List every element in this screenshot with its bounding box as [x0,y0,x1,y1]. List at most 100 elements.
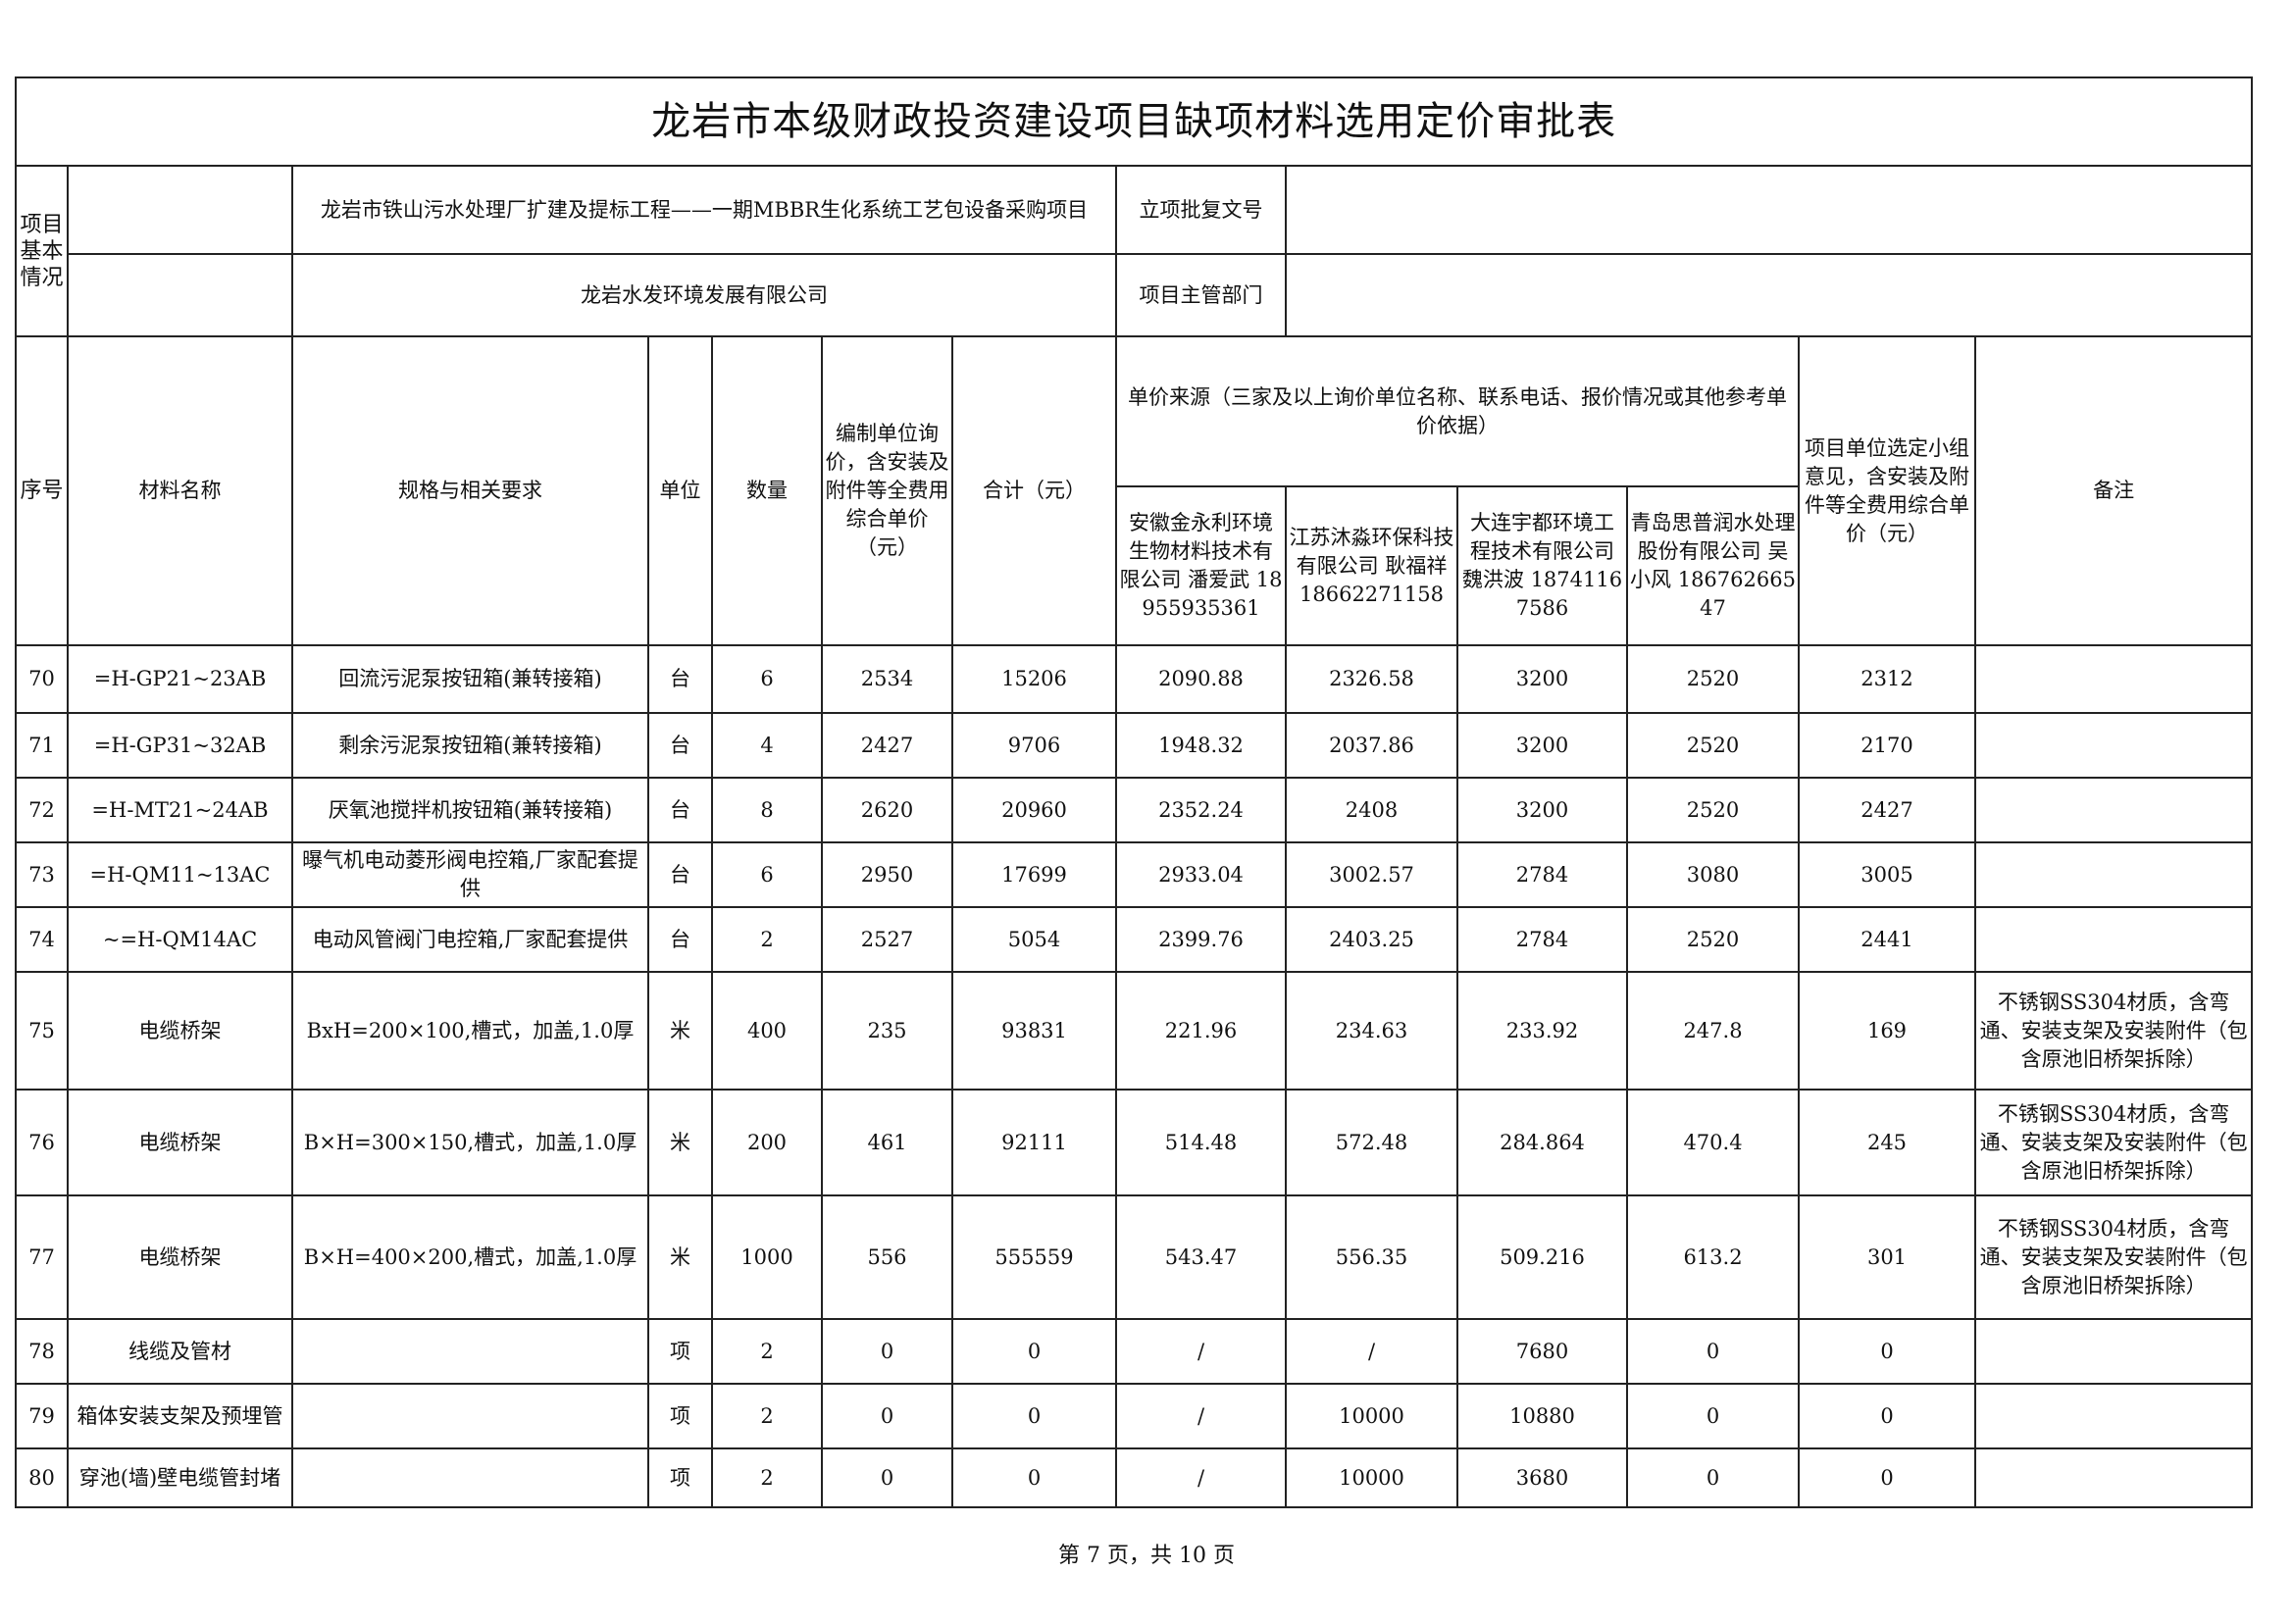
cell-qty: 1000 [711,1194,823,1320]
cell-spec [291,1447,649,1508]
cell-qty: 6 [711,644,823,714]
header-source: 单价来源（三家及以上询价单位名称、联系电话、报价情况或其他参考单价依据） [1115,335,1800,487]
cell-remark [1973,712,2254,779]
cell-qty: 2 [711,906,823,973]
approval-table: 龙岩市本级财政投资建设项目缺项材料选用定价审批表 项目基本情况 龙岩市铁山污水处… [14,76,2254,1508]
cell-seq: 75 [15,971,69,1091]
cell-seq: 71 [15,712,69,779]
cell-s3: 2784 [1456,906,1628,973]
cell-spec: BxH=200×100,槽式，加盖,1.0厚 [291,971,649,1091]
cell-remark: 不锈钢SS304材质，含弯通、安装支架及安装附件（包含原池旧桥架拆除） [1973,1194,2254,1320]
cell-total: 9706 [951,712,1117,779]
cell-total: 93831 [951,971,1117,1091]
header-supplier-3: 大连宇都环境工程技术有限公司 魏洪波 18741167586 [1456,485,1628,646]
cell-s3: 3200 [1456,712,1628,779]
cell-seq: 72 [15,777,69,843]
cell-s3: 7680 [1456,1318,1628,1385]
cell-material: 箱体安装支架及预埋管 [67,1383,293,1449]
cell-material: 穿池(墙)壁电缆管封堵 [67,1447,293,1508]
cell-spec: 电动风管阀门电控箱,厂家配套提供 [291,906,649,973]
cell-total: 5054 [951,906,1117,973]
cell-s4: 2520 [1626,777,1800,843]
cell-s4: 0 [1626,1318,1800,1385]
cell-selected: 2427 [1798,777,1976,843]
cell-material: 线缆及管材 [67,1318,293,1385]
cell-qty: 400 [711,971,823,1091]
header-unit: 单位 [647,335,713,646]
cell-qty: 4 [711,712,823,779]
cell-remark [1973,644,2254,714]
cell-material: =H-MT21~24AB [67,777,293,843]
cell-s2: 556.35 [1285,1194,1458,1320]
cell-price: 461 [821,1089,953,1196]
unit-name-label-cell [67,253,293,337]
table-row: 74 ~=H-QM14AC 电动风管阀门电控箱,厂家配套提供台 2 2527 5054 23… [15,906,2254,973]
cell-material: 电缆桥架 [67,1089,293,1196]
cell-s1: 2933.04 [1115,841,1287,908]
cell-remark [1973,1447,2254,1508]
cell-total: 92111 [951,1089,1117,1196]
cell-s3: 3200 [1456,644,1628,714]
header-supplier-2: 江苏沐淼环保科技有限公司 耿福祥 18662271158 [1285,485,1458,646]
header-seq: 序号 [15,335,69,646]
header-qty: 数量 [711,335,823,646]
header-unit-price: 编制单位询价，含安装及附件等全费用综合单价（元） [821,335,953,646]
cell-unit: 台 [647,906,713,973]
cell-qty: 2 [711,1447,823,1508]
cell-total: 0 [951,1383,1117,1449]
header-selected: 项目单位选定小组意见，含安装及附件等全费用综合单价（元） [1798,335,1976,646]
cell-remark [1973,777,2254,843]
cell-price: 556 [821,1194,953,1320]
cell-s2: 3002.57 [1285,841,1458,908]
cell-qty: 6 [711,841,823,908]
cell-s2: 572.48 [1285,1089,1458,1196]
table-row: 80 穿池(墙)壁电缆管封堵项 2 0 0/10000 3680 0 0 [15,1447,2254,1508]
cell-s4: 0 [1626,1383,1800,1449]
cell-s1: / [1115,1318,1287,1385]
cell-unit: 米 [647,1089,713,1196]
cell-selected: 169 [1798,971,1976,1091]
cell-price: 2620 [821,777,953,843]
cell-total: 0 [951,1318,1117,1385]
cell-spec: 回流污泥泵按钮箱(兼转接箱) [291,644,649,714]
cell-s1: 514.48 [1115,1089,1287,1196]
table-row: 79 箱体安装支架及预埋管项 2 0 0/10000 10880 0 0 [15,1383,2254,1449]
cell-s4: 2520 [1626,906,1800,973]
cell-total: 0 [951,1447,1117,1508]
cell-selected: 0 [1798,1383,1976,1449]
cell-price: 0 [821,1383,953,1449]
cell-s1: / [1115,1383,1287,1449]
cell-s1: / [1115,1447,1287,1508]
cell-qty: 2 [711,1318,823,1385]
cell-selected: 0 [1798,1318,1976,1385]
cell-spec: B×H=300×150,槽式，加盖,1.0厚 [291,1089,649,1196]
header-supplier-1: 安徽金永利环境生物材料技术有限公司 潘爱武 18955935361 [1115,485,1287,646]
cell-qty: 8 [711,777,823,843]
cell-price: 0 [821,1447,953,1508]
cell-qty: 200 [711,1089,823,1196]
cell-s3: 3680 [1456,1447,1628,1508]
cell-s2: 10000 [1285,1447,1458,1508]
cell-selected: 245 [1798,1089,1976,1196]
cell-s4: 3080 [1626,841,1800,908]
cell-material: =H-QM11~13AC [67,841,293,908]
cell-spec [291,1318,649,1385]
cell-s4: 0 [1626,1447,1800,1508]
cell-seq: 80 [15,1447,69,1508]
cell-spec: 剩余污泥泵按钮箱(兼转接箱) [291,712,649,779]
header-remark: 备注 [1973,335,2254,646]
cell-remark [1973,1318,2254,1385]
cell-s1: 2399.76 [1115,906,1287,973]
cell-price: 2534 [821,644,953,714]
cell-material: 电缆桥架 [67,1194,293,1320]
cell-remark [1973,841,2254,908]
cell-s1: 1948.32 [1115,712,1287,779]
cell-s2: 234.63 [1285,971,1458,1091]
cell-remark [1973,906,2254,973]
cell-selected: 0 [1798,1447,1976,1508]
table-row: 76 电缆桥架 B×H=300×150,槽式，加盖,1.0厚米 200 461 92111… [15,1089,2254,1196]
cell-price: 2527 [821,906,953,973]
cell-material: =H-GP21~23AB [67,644,293,714]
page-number: 第 7 页，共 10 页 [1058,1544,1235,1568]
cell-s4: 470.4 [1626,1089,1800,1196]
